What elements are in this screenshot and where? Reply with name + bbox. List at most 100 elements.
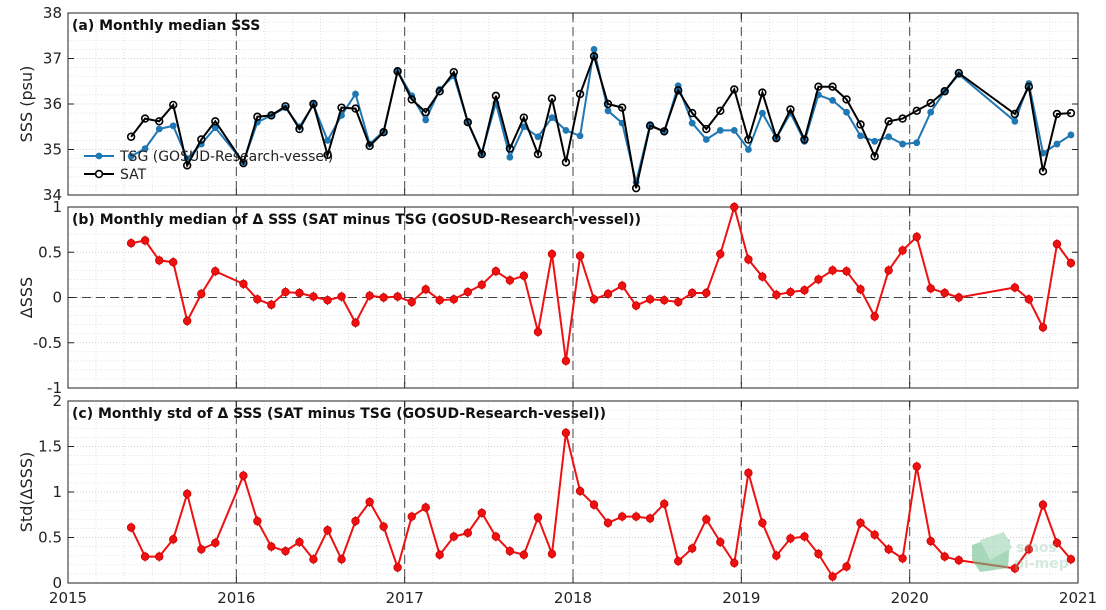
- data-point: [702, 515, 711, 524]
- legend-label: SAT: [120, 167, 147, 183]
- legend-marker: [94, 169, 104, 179]
- data-point: [239, 471, 248, 480]
- data-point: [575, 251, 585, 261]
- data-point: [352, 90, 359, 98]
- data-point: [954, 68, 964, 78]
- data-point: [323, 296, 332, 305]
- panel-3: 0 0.5 1 1.5 2 2015 2016 2017 2018 2019 2020 2021 Std…: [17, 392, 1097, 607]
- data-point: [744, 135, 753, 144]
- data-point: [547, 94, 557, 103]
- data-point: [730, 558, 739, 568]
- data-point: [407, 512, 416, 521]
- data-point: [1038, 323, 1048, 332]
- y-tick-label: 1.5: [38, 438, 62, 456]
- data-point: [589, 500, 599, 509]
- data-point: [940, 288, 949, 298]
- data-point: [828, 572, 837, 581]
- data-point: [575, 486, 585, 496]
- data-point: [1066, 108, 1076, 118]
- data-point: [295, 124, 304, 134]
- data-point: [912, 106, 921, 116]
- data-point: [702, 136, 710, 143]
- data-point: [926, 536, 935, 546]
- data-point: [197, 135, 206, 144]
- data-point: [899, 140, 906, 148]
- data-point: [730, 202, 739, 212]
- data-point: [126, 238, 136, 248]
- data-point: [407, 95, 416, 104]
- data-point: [309, 292, 318, 301]
- data-point: [1010, 564, 1020, 573]
- data-point: [1038, 167, 1048, 176]
- data-point: [1011, 117, 1019, 125]
- data-point: [365, 141, 374, 151]
- data-point: [365, 497, 374, 507]
- data-point: [449, 67, 459, 77]
- data-point: [519, 550, 529, 559]
- data-point: [533, 327, 543, 337]
- x-tick-label: 2015: [49, 589, 87, 607]
- data-point: [533, 513, 543, 522]
- data-point: [603, 518, 613, 528]
- data-point: [744, 468, 753, 478]
- data-point: [744, 255, 753, 264]
- x-tick-label: 2021: [1059, 589, 1097, 607]
- series-1: [126, 202, 1076, 366]
- data-point: [155, 256, 164, 265]
- data-point: [631, 183, 641, 193]
- data-point: [913, 139, 921, 147]
- data-point: [126, 523, 136, 532]
- data-point: [309, 99, 318, 109]
- data-point: [197, 289, 206, 299]
- data-point: [169, 258, 178, 267]
- data-point: [519, 271, 529, 280]
- data-point: [561, 158, 571, 167]
- data-point: [520, 123, 528, 131]
- data-point: [253, 112, 262, 121]
- data-point: [519, 113, 529, 122]
- data-point: [435, 550, 444, 559]
- data-point: [169, 535, 178, 544]
- data-point: [660, 296, 669, 305]
- data-point: [716, 249, 725, 259]
- data-point: [324, 137, 331, 144]
- data-point: [379, 128, 388, 137]
- data-point: [912, 232, 921, 242]
- data-point: [898, 114, 907, 123]
- data-point: [141, 145, 149, 152]
- x-tick-label: 2020: [891, 589, 929, 607]
- y-tick-label: 38: [43, 4, 62, 22]
- data-point: [1052, 239, 1062, 249]
- data-point: [716, 126, 724, 134]
- panel-2: -1 -0.5 0 0.5 1 ΔSSS (b) Monthly median of Δ S…: [17, 198, 1079, 397]
- data-point: [239, 158, 248, 168]
- data-point: [758, 518, 767, 528]
- y-axis-label: ΔSSS: [17, 277, 36, 318]
- panel-title: (c) Monthly std of Δ SSS (SAT minus TSG …: [72, 406, 606, 422]
- data-point: [534, 133, 542, 141]
- data-point: [603, 289, 613, 299]
- data-point: [800, 135, 809, 144]
- data-point: [407, 297, 416, 307]
- data-point: [898, 554, 907, 563]
- data-point: [926, 284, 935, 293]
- data-point: [379, 293, 388, 302]
- data-point: [1052, 109, 1062, 119]
- data-point: [940, 87, 949, 96]
- logo-shape: [980, 532, 1012, 560]
- data-point: [491, 532, 501, 541]
- data-point: [211, 538, 220, 548]
- data-point: [674, 556, 683, 566]
- data-point: [491, 91, 501, 101]
- data-point: [1024, 295, 1034, 304]
- data-point: [716, 537, 725, 547]
- data-point: [645, 121, 655, 131]
- data-point: [155, 125, 163, 133]
- data-point: [772, 133, 781, 143]
- data-point: [1066, 258, 1076, 268]
- data-point: [856, 120, 865, 129]
- data-point: [449, 295, 459, 304]
- watermark-text: smos: [1016, 540, 1057, 556]
- data-point: [1052, 538, 1062, 548]
- data-point: [885, 133, 893, 141]
